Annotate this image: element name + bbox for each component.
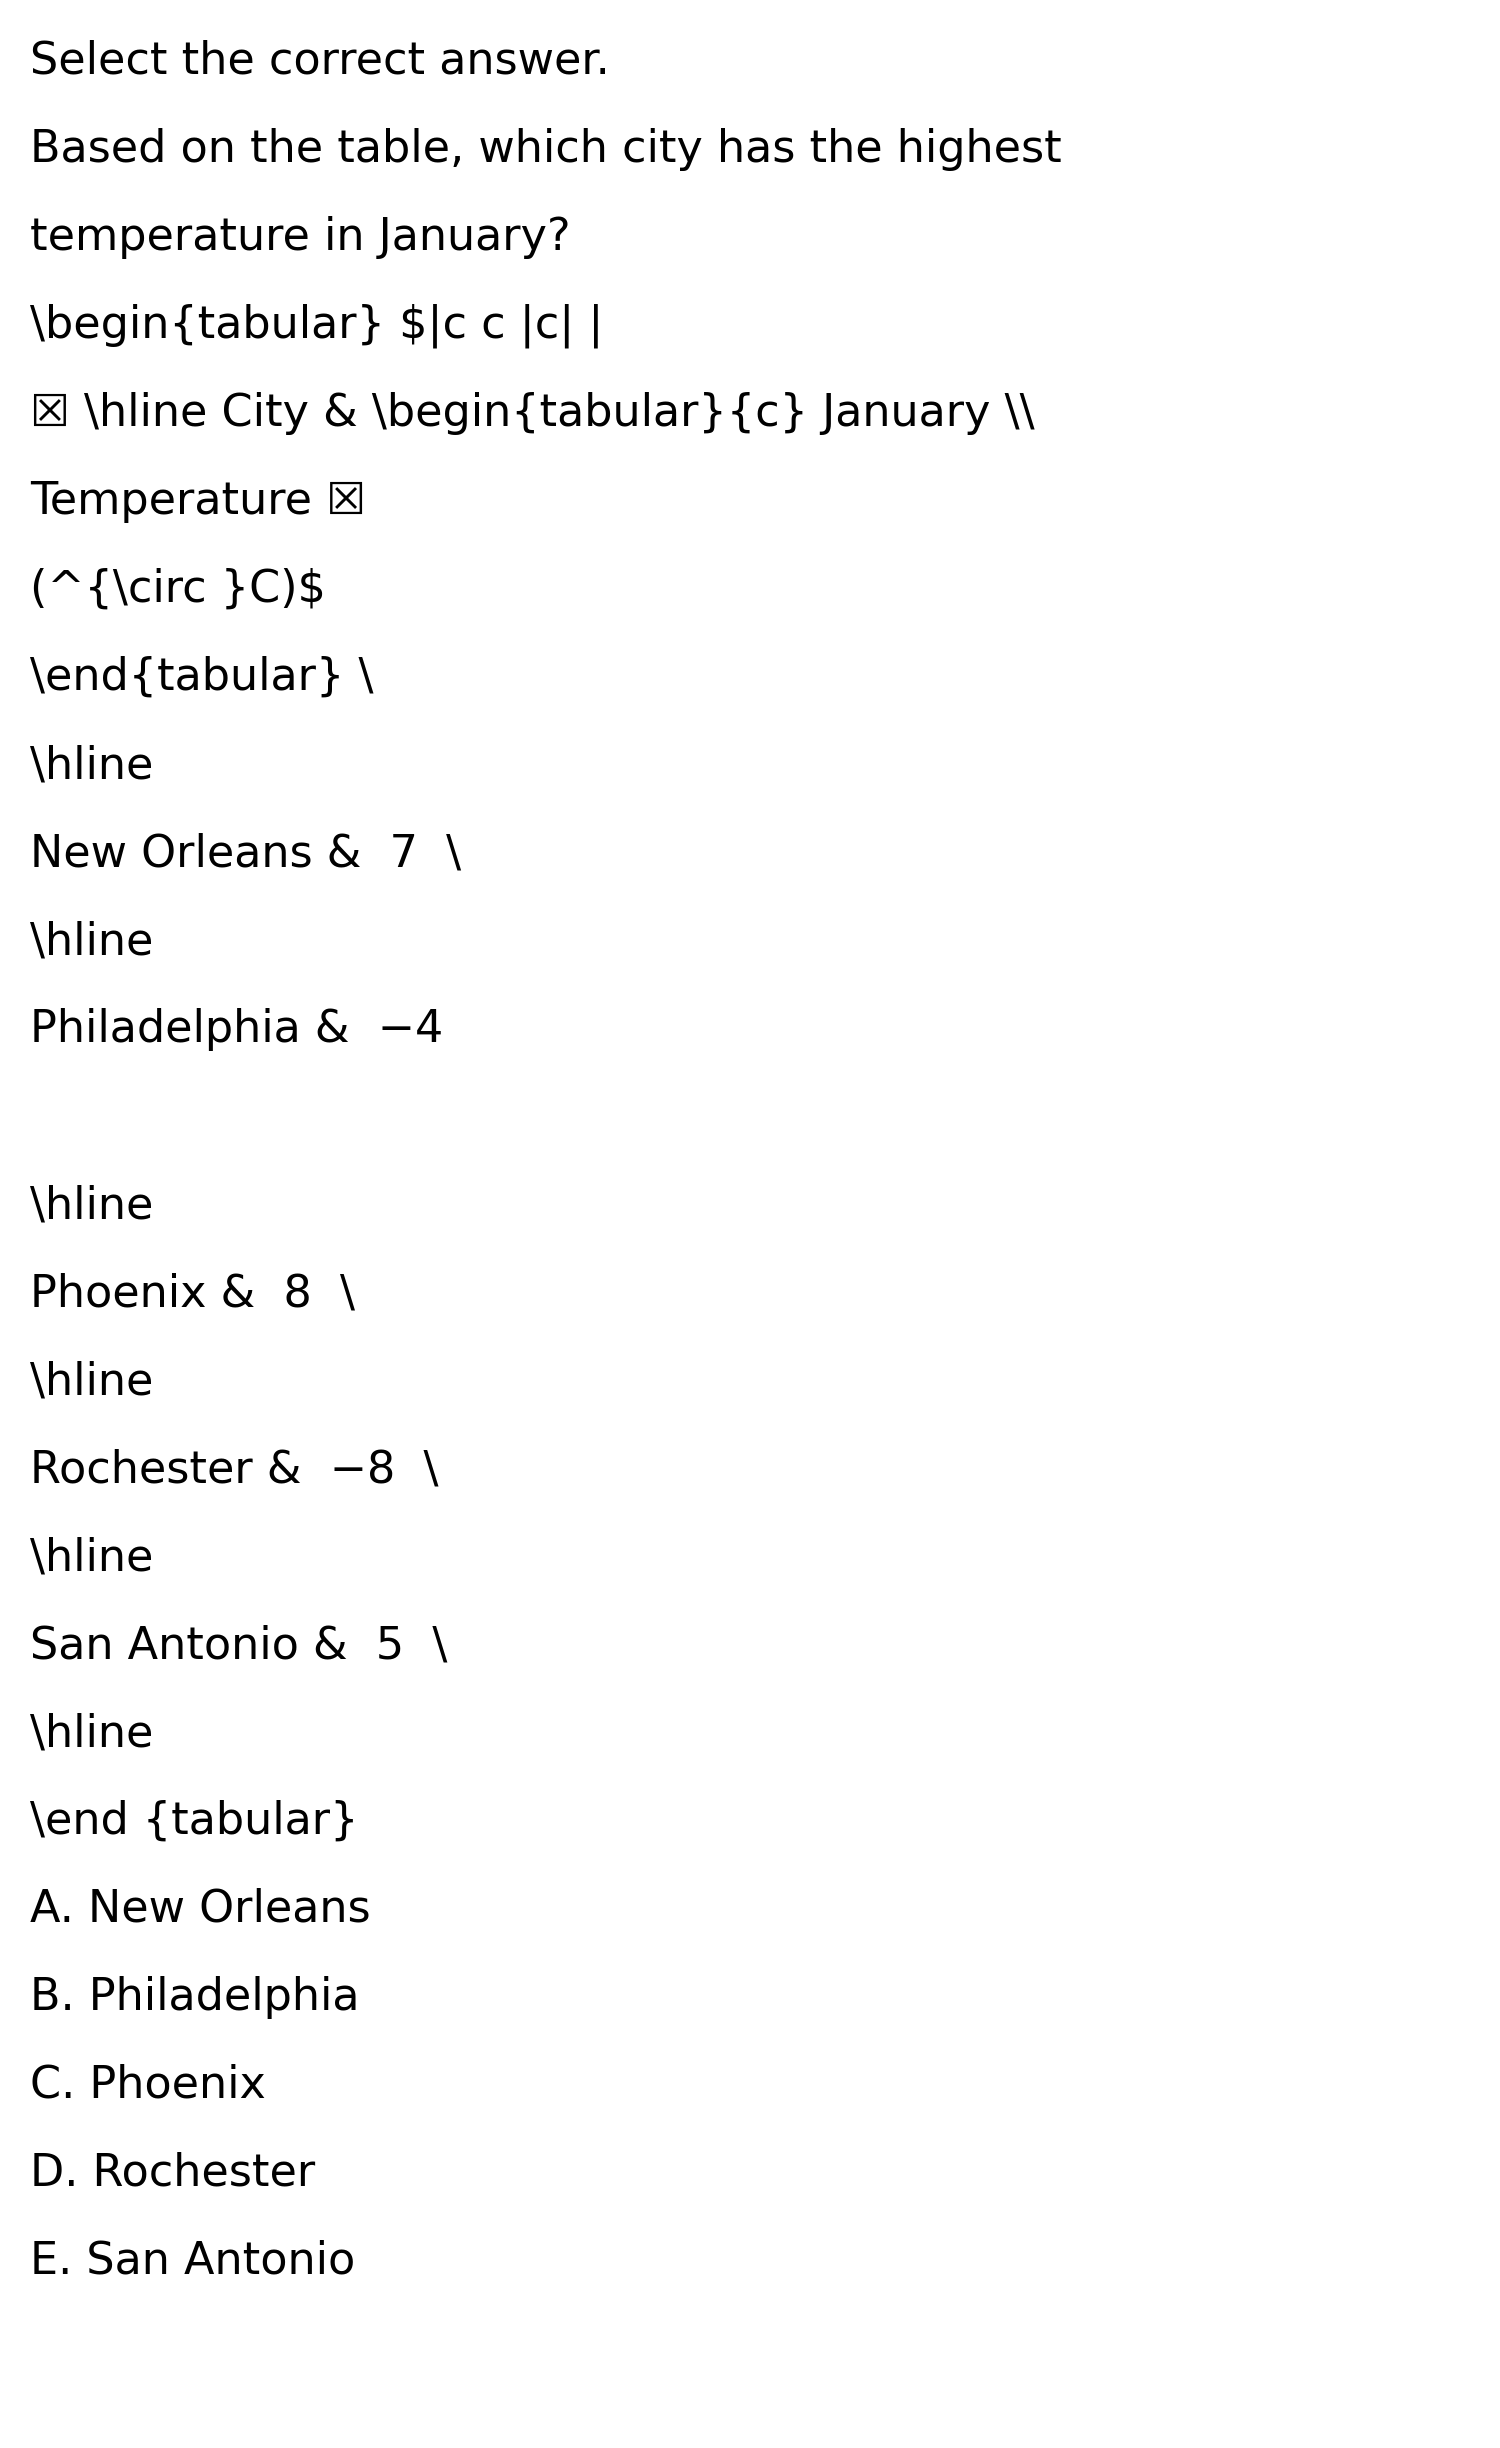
Text: \hline: \hline: [30, 1711, 153, 1755]
Text: Select the correct answer.: Select the correct answer.: [30, 39, 609, 83]
Text: \hline: \hline: [30, 1535, 153, 1579]
Text: \hline: \hline: [30, 1185, 153, 1226]
Text: E. San Antonio: E. San Antonio: [30, 2240, 356, 2284]
Text: Based on the table, which city has the highest: Based on the table, which city has the h…: [30, 127, 1062, 171]
Text: A. New Orleans: A. New Orleans: [30, 1887, 370, 1931]
Text: Phoenix &  8  \: Phoenix & 8 \: [30, 1273, 356, 1315]
Text: New Orleans &  7  \: New Orleans & 7 \: [30, 832, 460, 874]
Text: \end {tabular}: \end {tabular}: [30, 1799, 358, 1843]
Text: \hline: \hline: [30, 1361, 153, 1403]
Text: Philadelphia &  −4: Philadelphia & −4: [30, 1009, 444, 1050]
Text: B. Philadelphia: B. Philadelphia: [30, 1976, 360, 2020]
Text: ☒ \hline City & \begin{tabular}{c} January \\: ☒ \hline City & \begin{tabular}{c} Janua…: [30, 392, 1035, 436]
Text: (^{\circ }C)$: (^{\circ }C)$: [30, 568, 326, 612]
Text: C. Phoenix: C. Phoenix: [30, 2064, 266, 2108]
Text: \hline: \hline: [30, 744, 153, 786]
Text: Temperature ☒: Temperature ☒: [30, 480, 366, 524]
Text: \hline: \hline: [30, 920, 153, 962]
Text: \begin{tabular} $|c c |c| |: \begin{tabular} $|c c |c| |: [30, 304, 603, 348]
Text: Rochester &  −8  \: Rochester & −8 \: [30, 1449, 438, 1491]
Text: temperature in January?: temperature in January?: [30, 215, 570, 259]
Text: D. Rochester: D. Rochester: [30, 2152, 315, 2196]
Text: \end{tabular} \: \end{tabular} \: [30, 656, 374, 700]
Text: San Antonio &  5  \: San Antonio & 5 \: [30, 1623, 447, 1667]
